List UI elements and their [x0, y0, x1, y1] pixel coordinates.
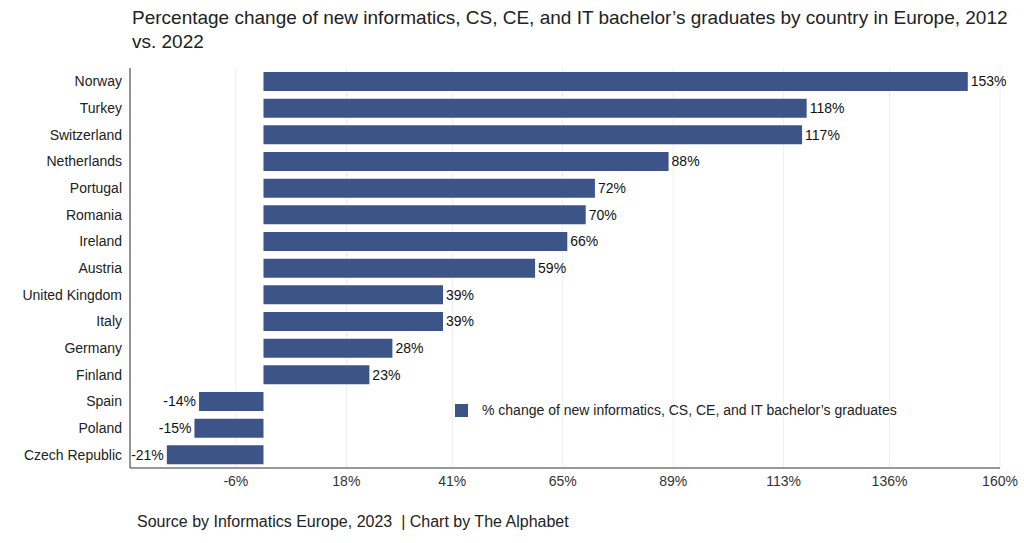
svg-text:59%: 59%: [538, 260, 566, 276]
svg-text:136%: 136%: [872, 473, 908, 489]
svg-text:United Kingdom: United Kingdom: [22, 287, 122, 303]
svg-text:Poland: Poland: [78, 420, 122, 436]
svg-text:41%: 41%: [438, 473, 466, 489]
svg-text:160%: 160%: [982, 473, 1016, 489]
svg-text:Spain: Spain: [86, 393, 122, 409]
svg-text:Portugal: Portugal: [70, 180, 122, 196]
svg-text:66%: 66%: [570, 233, 598, 249]
svg-text:Turkey: Turkey: [80, 100, 122, 116]
svg-text:Ireland: Ireland: [79, 233, 122, 249]
svg-text:70%: 70%: [589, 207, 617, 223]
svg-text:-6%: -6%: [223, 473, 248, 489]
svg-text:88%: 88%: [672, 153, 700, 169]
svg-text:89%: 89%: [659, 473, 687, 489]
svg-text:117%: 117%: [805, 127, 840, 143]
svg-text:-15%: -15%: [159, 420, 192, 436]
svg-text:-14%: -14%: [163, 393, 196, 409]
svg-text:Germany: Germany: [64, 340, 122, 356]
html-text:Source by Informatics Europe,: Source by Informatics Europe, 2023 | Cha…: [137, 513, 569, 530]
svg-text:Italy: Italy: [96, 313, 122, 329]
svg-text:72%: 72%: [598, 180, 626, 196]
svg-text:Netherlands: Netherlands: [47, 153, 123, 169]
svg-text:Norway: Norway: [75, 73, 122, 89]
svg-text:65%: 65%: [549, 473, 577, 489]
svg-text:Czech Republic: Czech Republic: [24, 447, 122, 463]
svg-text:118%: 118%: [810, 100, 845, 116]
svg-text:Switzerland: Switzerland: [50, 127, 122, 143]
html-text:% change of new informatics, C: % change of new informatics, CS, CE, and…: [482, 402, 897, 418]
svg-text:153%: 153%: [971, 73, 1007, 89]
svg-text:28%: 28%: [395, 340, 423, 356]
svg-text:Romania: Romania: [66, 207, 122, 223]
svg-text:23%: 23%: [372, 367, 400, 383]
svg-text:113%: 113%: [766, 473, 801, 489]
svg-text:Finland: Finland: [76, 367, 122, 383]
svg-text:Austria: Austria: [78, 260, 122, 276]
svg-text:18%: 18%: [332, 473, 360, 489]
svg-text:39%: 39%: [446, 313, 474, 329]
svg-text:39%: 39%: [446, 287, 474, 303]
html-text:Percentage change of new infor: Percentage change of new informatics, CS…: [132, 7, 1008, 52]
svg-text:-21%: -21%: [131, 447, 164, 463]
